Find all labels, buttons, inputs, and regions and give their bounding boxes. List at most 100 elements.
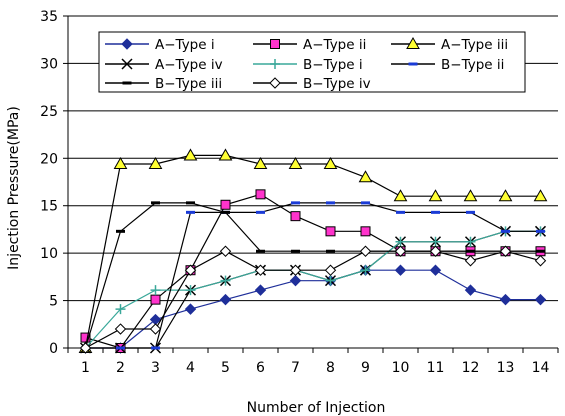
data-point [464, 255, 477, 267]
x-tick-label: 1 [81, 360, 90, 376]
y-tick-label: 25 [40, 104, 58, 120]
legend-item: A−Type i [105, 37, 215, 53]
data-point [499, 245, 512, 257]
data-point [289, 264, 302, 276]
data-point [219, 245, 232, 257]
data-point [149, 323, 162, 335]
series-layer [78, 148, 548, 354]
series-6 [81, 201, 545, 350]
data-point [323, 156, 338, 169]
series-5 [80, 226, 546, 353]
series-4 [79, 225, 547, 354]
data-point [254, 284, 267, 296]
legend-box [98, 31, 526, 93]
data-point [291, 201, 300, 205]
series-3 [78, 148, 548, 353]
x-tick-label: 9 [361, 360, 370, 376]
data-point [360, 226, 371, 237]
data-point [393, 189, 408, 202]
y-tick-label: 0 [49, 341, 58, 357]
x-tick-label: 14 [532, 360, 550, 376]
data-point [79, 342, 92, 354]
data-point [148, 156, 163, 169]
data-point [116, 346, 125, 350]
data-point [325, 275, 336, 286]
data-point [220, 275, 231, 286]
x-tick-label: 13 [497, 360, 515, 376]
data-point [536, 249, 545, 253]
data-point [463, 189, 478, 202]
legend-item: A−Type ii [253, 37, 366, 53]
data-point [395, 236, 406, 247]
data-point [501, 229, 510, 233]
x-tick-label: 3 [151, 360, 160, 376]
data-point [115, 304, 126, 315]
legend-item: B−Type iii [105, 76, 222, 92]
y-tick-label: 5 [49, 294, 58, 310]
data-point [429, 264, 442, 276]
legend-item: A−Type iii [391, 36, 508, 53]
data-point [218, 148, 233, 161]
y-tick-label: 30 [40, 56, 58, 72]
data-point [114, 323, 127, 335]
x-tick-label: 10 [392, 360, 410, 376]
data-point [499, 293, 512, 306]
series-line [85, 230, 541, 349]
series-8 [79, 245, 547, 354]
data-point [428, 189, 443, 202]
data-point [116, 229, 125, 233]
data-point [360, 265, 371, 276]
legend-swatch-marker [270, 59, 280, 69]
data-point [288, 156, 303, 169]
data-point [466, 249, 475, 253]
data-point [254, 264, 267, 276]
x-tick-label: 12 [462, 360, 480, 376]
x-tick-label: 6 [256, 360, 265, 376]
data-point [255, 189, 266, 200]
data-point [186, 201, 195, 205]
data-point [291, 249, 300, 253]
data-point [465, 236, 476, 247]
data-point [183, 148, 198, 161]
data-point [464, 284, 477, 296]
y-tick-label: 35 [40, 9, 58, 25]
legend-swatch-marker [121, 38, 133, 50]
data-point [358, 170, 373, 183]
legend-label: B−Type ii [441, 57, 504, 73]
legend-item: A−Type iv [105, 57, 223, 73]
data-point [466, 210, 475, 214]
legend-item: B−Type ii [391, 57, 504, 73]
y-tick-label: 10 [40, 246, 58, 262]
data-point [429, 245, 442, 257]
series-line [85, 193, 541, 349]
data-point [184, 303, 197, 315]
data-point [359, 245, 372, 257]
data-point [536, 229, 545, 233]
data-point [534, 293, 547, 306]
legend-label: A−Type iii [441, 37, 508, 53]
y-axis-title: Injection Pressure(MPa) [6, 106, 22, 270]
data-point [430, 236, 441, 247]
data-point [533, 189, 548, 202]
data-point [220, 199, 231, 210]
series-line [85, 269, 541, 349]
data-point [184, 264, 197, 276]
series-line [84, 154, 541, 349]
data-point [253, 156, 268, 169]
y-tick-label: 20 [40, 151, 58, 167]
data-point [324, 264, 337, 276]
data-point [186, 210, 195, 214]
series-line [85, 250, 541, 349]
legend-swatch-marker [122, 81, 132, 85]
legend-label: A−Type ii [303, 37, 366, 53]
data-point [221, 210, 230, 214]
data-point [394, 264, 407, 276]
data-point [256, 249, 265, 253]
series-2 [80, 189, 546, 353]
legend-item: B−Type iv [253, 76, 371, 92]
legend-swatch-marker [406, 36, 420, 49]
data-point [151, 346, 160, 350]
data-point [326, 249, 335, 253]
legend-label: A−Type iv [155, 57, 223, 73]
